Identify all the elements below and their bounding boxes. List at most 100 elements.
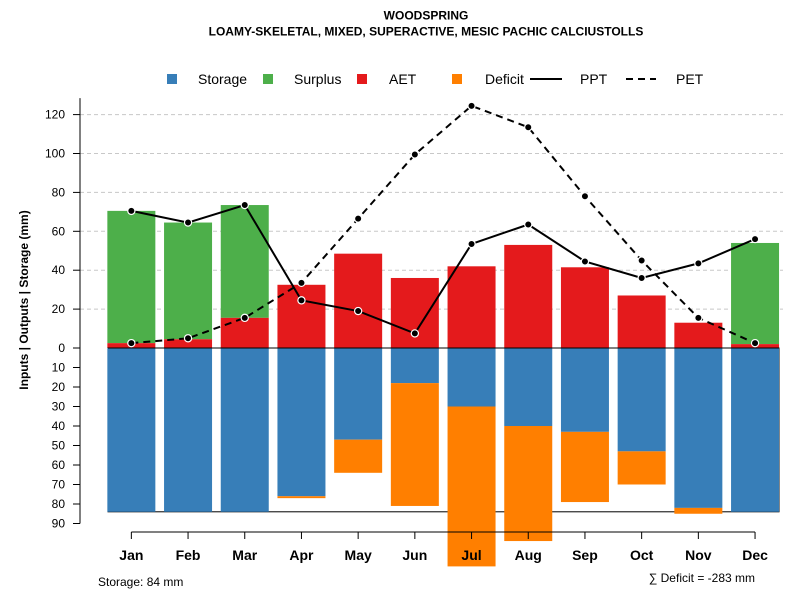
- bar-deficit-may: [334, 439, 383, 473]
- point-ppt-mar: [240, 200, 249, 210]
- point-pet-sep: [580, 192, 590, 201]
- bar-aet-apr: [277, 284, 326, 348]
- bar-deficit-jul: [447, 406, 496, 567]
- y-tick-label: 70: [52, 478, 66, 492]
- y-tick-label: 90: [52, 517, 66, 531]
- point-pet-may: [353, 214, 363, 223]
- bar-aet-nov: [674, 322, 723, 348]
- bar-storage-feb: [164, 348, 213, 512]
- bar-surplus-dec: [731, 242, 780, 345]
- x-tick-label-mar: Mar: [232, 547, 257, 563]
- x-tick-label-sep: Sep: [572, 547, 598, 563]
- y-tick-label: 0: [58, 341, 65, 355]
- bar-storage-jul: [447, 348, 496, 407]
- x-tick-label-oct: Oct: [630, 547, 654, 563]
- bar-aet-mar: [220, 317, 269, 348]
- x-tick-label-apr: Apr: [289, 547, 314, 563]
- y-tick-label: 20: [52, 302, 66, 316]
- bar-deficit-jun: [390, 383, 439, 506]
- bar-aet-jul: [447, 266, 496, 348]
- y-tick-label: 60: [52, 458, 66, 472]
- bar-deficit-oct: [617, 451, 666, 485]
- bar-deficit-nov: [674, 507, 723, 514]
- point-pet-apr: [297, 278, 306, 288]
- point-ppt-dec: [750, 234, 760, 244]
- legend-label-storage: Storage: [198, 71, 247, 87]
- bar-surplus-mar: [220, 205, 269, 318]
- y-axis: 0 20 40 60 80 100 120 10 20 30 40 50 60 70 80 90: [45, 98, 81, 531]
- bar-storage-jan: [107, 348, 156, 512]
- point-ppt-may: [353, 306, 363, 316]
- legend: Storage Surplus AET Deficit PPT PET: [167, 71, 704, 87]
- bar-deficit-sep: [560, 431, 609, 503]
- y-tick-label: 20: [52, 380, 66, 394]
- bar-storage-jun: [390, 348, 439, 384]
- bar-storage-sep: [560, 348, 609, 432]
- y-tick-label: 120: [45, 108, 65, 122]
- y-tick-label: 50: [52, 439, 66, 453]
- y-tick-label: 40: [52, 263, 66, 277]
- bar-surplus-jan: [107, 210, 156, 344]
- bar-storage-apr: [277, 348, 326, 497]
- bar-storage-may: [334, 348, 383, 440]
- point-pet-feb: [183, 334, 193, 343]
- bar-storage-nov: [674, 348, 723, 508]
- y-tick-label: 80: [52, 497, 66, 511]
- point-pet-nov: [694, 313, 703, 323]
- x-tick-label-jul: Jul: [461, 547, 481, 563]
- legend-swatch-storage: [167, 74, 177, 84]
- y-axis-label: Inputs | Outputs | Storage (mm): [17, 210, 31, 389]
- bar-surplus-feb: [164, 222, 213, 340]
- y-tick-label: 80: [52, 185, 66, 199]
- legend-swatch-aet: [357, 74, 367, 84]
- point-pet-mar: [240, 313, 249, 323]
- bar-aet-may: [334, 253, 383, 348]
- y-tick-label: 100: [45, 147, 65, 161]
- point-ppt-oct: [637, 273, 646, 283]
- x-axis-labels: Jan Feb Mar Apr May Jun Jul Aug Sep Oct Nov Dec: [119, 531, 768, 563]
- point-pet-dec: [750, 338, 760, 348]
- deficit-note: ∑ Deficit = -283 mm: [649, 571, 755, 585]
- legend-label-pet: PET: [676, 71, 704, 87]
- legend-swatch-deficit: [452, 74, 462, 84]
- bar-storage-dec: [731, 348, 780, 512]
- bar-storage-aug: [504, 348, 553, 426]
- point-pet-oct: [637, 256, 646, 265]
- x-tick-label-aug: Aug: [515, 547, 542, 563]
- point-pet-jan: [127, 338, 136, 348]
- point-ppt-jul: [467, 239, 476, 249]
- x-tick-label-feb: Feb: [176, 547, 201, 563]
- y-tick-label: 40: [52, 419, 66, 433]
- legend-label-surplus: Surplus: [294, 71, 341, 87]
- point-ppt-sep: [580, 257, 590, 266]
- x-tick-label-may: May: [345, 547, 372, 563]
- line-pet: [131, 104, 756, 345]
- bars: [107, 205, 780, 567]
- point-ppt-feb: [183, 218, 193, 227]
- point-pet-jul: [467, 101, 476, 111]
- point-pet-aug: [524, 123, 533, 132]
- bar-aet-feb: [164, 339, 213, 348]
- legend-swatch-surplus: [263, 74, 273, 84]
- y-tick-label: 30: [52, 400, 66, 414]
- y-tick-label: 60: [52, 224, 66, 238]
- x-tick-label-jun: Jun: [402, 547, 427, 563]
- legend-label-ppt: PPT: [580, 71, 608, 87]
- point-pet-jun: [410, 150, 420, 159]
- bar-aet-oct: [617, 295, 666, 348]
- legend-label-deficit: Deficit: [485, 71, 524, 87]
- bar-deficit-aug: [504, 426, 553, 542]
- point-ppt-jan: [127, 206, 136, 216]
- point-ppt-nov: [694, 259, 703, 268]
- point-ppt-apr: [297, 296, 306, 305]
- chart-title: WOODSPRING: [384, 9, 469, 23]
- point-ppt-jun: [410, 329, 420, 338]
- series-lines: [127, 101, 760, 348]
- line-ppt: [131, 203, 756, 335]
- x-tick-label-nov: Nov: [685, 547, 712, 563]
- bar-aet-aug: [504, 244, 553, 348]
- x-tick-label-dec: Dec: [742, 547, 768, 563]
- bar-storage-mar: [220, 348, 269, 512]
- bar-aet-sep: [560, 267, 609, 348]
